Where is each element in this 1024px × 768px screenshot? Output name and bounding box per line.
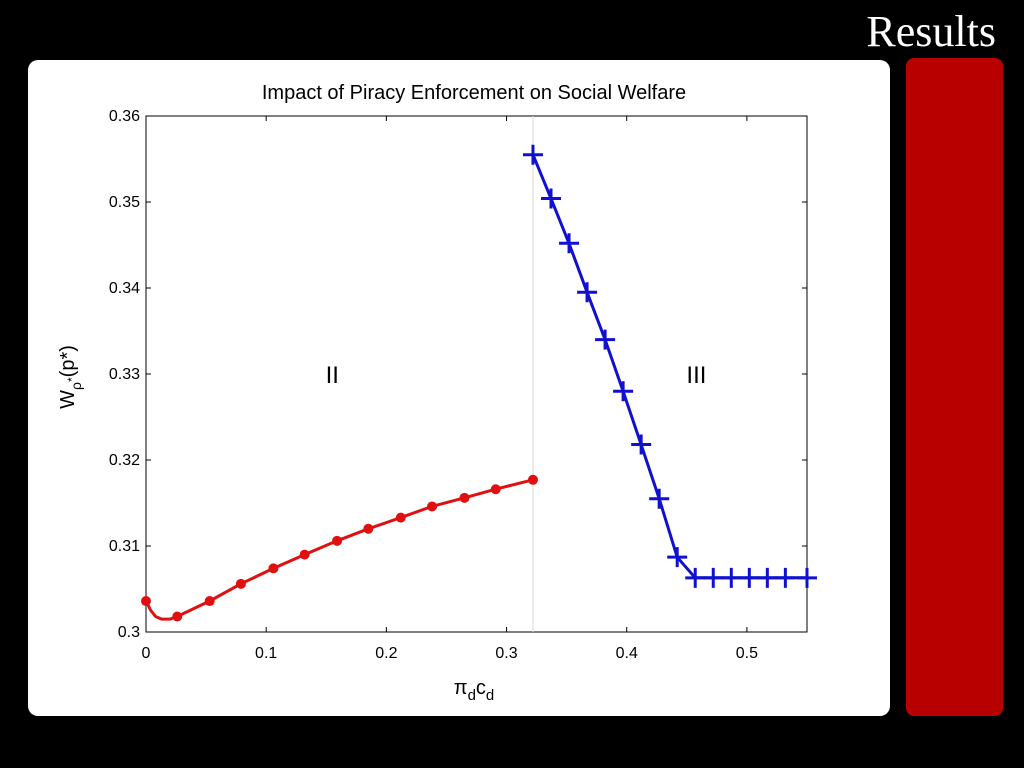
x-tick-label: 0.4 <box>616 645 638 662</box>
series-2-point <box>685 567 706 588</box>
series-2-point <box>667 547 688 568</box>
series-2-point <box>613 381 634 402</box>
y-tick-label: 0.32 <box>109 452 140 469</box>
series-2-point <box>757 567 778 588</box>
y-tick-label: 0.34 <box>109 280 140 297</box>
series-1-point <box>427 501 438 512</box>
series-2-point <box>577 282 598 303</box>
x-tick-label: 0.1 <box>255 645 277 662</box>
series-1-point <box>141 596 151 607</box>
x-tick-label: 0.2 <box>375 645 397 662</box>
series-2-point <box>631 434 652 455</box>
y-label-sub: ρ <box>68 382 84 390</box>
y-axis-label: Wρ*(p*) <box>57 345 84 409</box>
chart-title: Impact of Piracy Enforcement on Social W… <box>262 82 686 104</box>
series-2-point <box>559 233 580 254</box>
axes-frame <box>145 115 808 633</box>
y-tick-label: 0.3 <box>118 624 140 641</box>
series-2-point <box>703 567 724 588</box>
y-tick-label: 0.35 <box>109 194 140 211</box>
series-1-point <box>332 535 343 546</box>
series-2-point <box>721 567 742 588</box>
y-tick-label: 0.33 <box>109 366 140 383</box>
y-label-tail: (p*) <box>57 345 79 377</box>
y-tick-label: 0.36 <box>109 108 140 125</box>
x-tick-label: 0.5 <box>736 645 758 662</box>
series-1-point <box>363 523 374 534</box>
series-2-point <box>522 144 543 165</box>
series-1-point <box>490 484 501 495</box>
series-2-point <box>541 188 562 209</box>
series-1-point <box>299 549 310 560</box>
series-1-point <box>459 492 470 503</box>
x-axis-label: πdcd <box>454 677 495 704</box>
x-tick-label: 0.3 <box>495 645 517 662</box>
y-label-subsup: * <box>65 377 79 382</box>
series-1-point <box>172 611 183 622</box>
series-1-point <box>395 512 406 523</box>
region-label: II <box>326 362 339 389</box>
series-2-point <box>775 567 796 588</box>
chart-panel: Impact of Piracy Enforcement on Social W… <box>28 60 890 716</box>
series-line-1 <box>144 478 534 621</box>
region-label: III <box>686 362 706 389</box>
series-2-point <box>739 567 760 588</box>
series-line-2 <box>531 154 807 580</box>
series-1-point <box>527 474 538 485</box>
x-label-base: π <box>454 677 468 699</box>
x-label-sub1: d <box>468 687 476 704</box>
y-label-base: W <box>57 390 79 409</box>
side-accent-bar <box>906 58 1003 716</box>
x-label-mid: c <box>476 677 486 699</box>
series-1-point <box>204 596 215 607</box>
y-tick-label: 0.31 <box>109 538 140 555</box>
x-tick-label: 0 <box>142 645 151 662</box>
series-1-point <box>235 578 246 589</box>
series-1-point <box>268 563 279 574</box>
series-2-point <box>649 488 670 509</box>
series-2-point <box>797 567 817 588</box>
series-2-point <box>595 329 616 350</box>
x-label-sub2: d <box>486 687 494 704</box>
plot-area: 0 0.1 0.2 0.3 0.4 0.5 0.3 0.31 0.32 0.33 0.34 0.35 0… <box>109 108 817 662</box>
slide-title: Results <box>866 7 996 56</box>
welfare-chart: Impact of Piracy Enforcement on Social W… <box>57 82 817 704</box>
